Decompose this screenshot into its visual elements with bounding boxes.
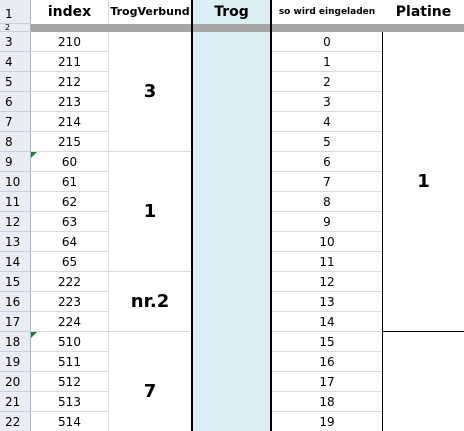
row-number[interactable]: 21: [0, 392, 31, 412]
trogverbund-group[interactable]: 3: [109, 32, 191, 151]
index-cell[interactable]: 512: [58, 375, 81, 389]
row-number[interactable]: 16: [0, 292, 31, 312]
eingeladen-cell[interactable]: 19: [319, 415, 335, 429]
trog-left-border: [191, 0, 193, 431]
eingeladen-cell[interactable]: 12: [319, 275, 335, 289]
index-cell[interactable]: 514: [58, 415, 81, 429]
platine-group[interactable]: 1: [383, 32, 464, 331]
eingeladen-cell[interactable]: 6: [323, 155, 331, 169]
eingeladen-cell[interactable]: 1: [323, 55, 331, 69]
trogverbund-group[interactable]: 7: [109, 332, 191, 431]
eingeladen-cell[interactable]: 11: [319, 255, 335, 269]
index-cell[interactable]: 510: [58, 335, 81, 349]
row-number[interactable]: 11: [0, 192, 31, 212]
row-number[interactable]: 1: [0, 4, 31, 24]
eingeladen-cell[interactable]: 2: [323, 75, 331, 89]
row-number[interactable]: 5: [0, 72, 31, 92]
index-cell[interactable]: 213: [58, 95, 81, 109]
eingeladen-cell[interactable]: 13: [319, 295, 335, 309]
header-index[interactable]: index: [47, 4, 92, 20]
eingeladen-cell[interactable]: 4: [323, 115, 331, 129]
row-number[interactable]: 19: [0, 352, 31, 372]
index-cell[interactable]: 62: [61, 195, 78, 209]
row-number[interactable]: 20: [0, 372, 31, 392]
header-separator-band: [31, 24, 464, 32]
eingeladen-cell[interactable]: 10: [319, 235, 335, 249]
number-as-text-warning-icon[interactable]: [31, 152, 37, 158]
header-platine[interactable]: Platine: [395, 4, 452, 20]
row-number[interactable]: 15: [0, 272, 31, 292]
platine-group-border: [382, 331, 464, 332]
row-number[interactable]: 10: [0, 172, 31, 192]
index-cell[interactable]: 511: [58, 355, 81, 369]
row-number[interactable]: 9: [0, 152, 31, 172]
row-number[interactable]: 2: [0, 24, 31, 32]
header-so-wird-eingeladen[interactable]: so wird eingeladen: [278, 7, 376, 17]
index-cell[interactable]: 63: [61, 215, 78, 229]
index-cell[interactable]: 61: [61, 175, 78, 189]
trogverbund-group[interactable]: 1: [109, 152, 191, 271]
index-cell[interactable]: 215: [58, 135, 81, 149]
row-number[interactable]: 18: [0, 332, 31, 352]
eingeladen-cell[interactable]: 7: [323, 175, 331, 189]
eingeladen-cell[interactable]: 14: [319, 315, 335, 329]
eingeladen-cell[interactable]: 17: [319, 375, 335, 389]
row-number[interactable]: 6: [0, 92, 31, 112]
index-cell[interactable]: 513: [58, 395, 81, 409]
number-as-text-warning-icon[interactable]: [31, 332, 37, 338]
row-number[interactable]: 8: [0, 132, 31, 152]
row-number[interactable]: 7: [0, 112, 31, 132]
row-number[interactable]: 22: [0, 412, 31, 431]
row-number[interactable]: 12: [0, 212, 31, 232]
trogverbund-group[interactable]: nr.2: [109, 272, 191, 331]
row-number[interactable]: 17: [0, 312, 31, 332]
eingeladen-cell[interactable]: 3: [323, 95, 331, 109]
header-trog[interactable]: Trog: [214, 4, 249, 20]
trog-header-fill: [193, 0, 270, 24]
eingeladen-cell[interactable]: 9: [323, 215, 331, 229]
trog-column-fill: [193, 32, 270, 431]
index-cell[interactable]: 211: [58, 55, 81, 69]
index-cell[interactable]: 214: [58, 115, 81, 129]
eingeladen-cell[interactable]: 5: [323, 135, 331, 149]
row-number[interactable]: 13: [0, 232, 31, 252]
index-cell[interactable]: 223: [58, 295, 81, 309]
index-cell[interactable]: 224: [58, 315, 81, 329]
eingeladen-cell[interactable]: 0: [323, 35, 331, 49]
row-number[interactable]: 4: [0, 52, 31, 72]
index-cell[interactable]: 60: [61, 155, 78, 169]
index-cell[interactable]: 64: [61, 235, 78, 249]
eingeladen-cell[interactable]: 18: [319, 395, 335, 409]
index-cell[interactable]: 222: [58, 275, 81, 289]
row-number[interactable]: 14: [0, 252, 31, 272]
header-trogverbund[interactable]: TrogVerbund: [110, 5, 190, 18]
eingeladen-cell[interactable]: 15: [319, 335, 335, 349]
index-cell[interactable]: 65: [61, 255, 78, 269]
eingeladen-cell[interactable]: 8: [323, 195, 331, 209]
trog-right-border: [270, 0, 272, 431]
index-cell[interactable]: 212: [58, 75, 81, 89]
index-cell[interactable]: 210: [58, 35, 81, 49]
row-number[interactable]: 3: [0, 32, 31, 52]
eingeladen-cell[interactable]: 16: [319, 355, 335, 369]
